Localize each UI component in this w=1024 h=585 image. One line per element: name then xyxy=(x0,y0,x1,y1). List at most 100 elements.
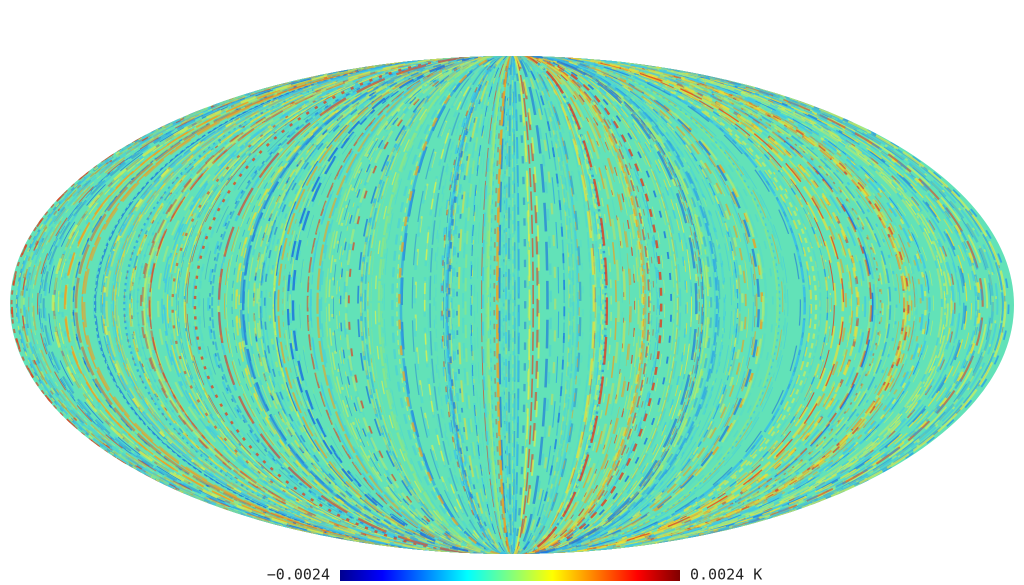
texture-stripe xyxy=(511,56,784,554)
texture-stripe xyxy=(470,56,513,554)
texture-stripe xyxy=(511,56,704,554)
texture-stripe xyxy=(511,56,879,554)
texture-stripe xyxy=(511,56,768,554)
texture-stripe xyxy=(444,56,513,554)
texture-stripe xyxy=(511,56,943,554)
texture-stripe xyxy=(364,56,513,554)
texture-stripe xyxy=(511,56,624,554)
texture-stripe xyxy=(507,56,513,554)
texture-stripe xyxy=(333,56,513,554)
texture-stripe xyxy=(70,56,513,554)
texture-stripe xyxy=(511,56,916,554)
texture-stripe xyxy=(511,56,787,554)
texture-stripe xyxy=(39,56,513,554)
texture-stripe xyxy=(511,56,574,554)
colorbar xyxy=(340,570,680,581)
texture-stripe xyxy=(246,56,513,554)
texture-stripe xyxy=(511,56,580,554)
texture-stripe xyxy=(399,56,513,554)
texture-stripe xyxy=(411,56,513,554)
texture-stripe xyxy=(51,56,513,554)
texture-stripe xyxy=(38,56,513,554)
texture-stripe xyxy=(177,56,513,554)
texture-stripe xyxy=(511,56,627,554)
texture-stripe xyxy=(511,56,907,554)
texture-stripe xyxy=(511,56,958,554)
texture-stripe xyxy=(511,56,557,554)
texture-stripe xyxy=(81,56,513,554)
texture-stripe xyxy=(511,56,883,554)
texture-stripe xyxy=(511,56,682,554)
texture-stripe xyxy=(511,56,747,554)
texture-stripe xyxy=(383,56,513,554)
texture-stripe xyxy=(493,56,513,554)
texture-stripe xyxy=(309,56,513,554)
texture-stripe xyxy=(331,56,513,554)
texture-stripe xyxy=(511,56,860,554)
texture-stripe xyxy=(435,56,513,554)
texture-stripe xyxy=(300,56,513,554)
texture-stripe xyxy=(511,56,650,554)
texture-stripe xyxy=(31,56,513,554)
texture-stripe xyxy=(338,56,513,554)
texture-stripe xyxy=(511,56,876,554)
texture-stripe xyxy=(37,56,513,554)
texture-stripe xyxy=(511,56,600,554)
texture-stripe xyxy=(193,56,513,554)
texture-stripe xyxy=(511,56,874,554)
texture-stripe xyxy=(511,56,572,554)
texture-stripe xyxy=(93,56,513,554)
texture-stripe xyxy=(253,56,513,554)
texture-stripe xyxy=(511,56,661,554)
texture-stripe xyxy=(38,56,513,554)
texture-stripe xyxy=(511,56,976,554)
texture-stripe xyxy=(446,56,513,554)
texture-stripe xyxy=(511,56,663,554)
texture-stripe xyxy=(139,56,513,554)
texture-stripe xyxy=(38,56,513,554)
texture-stripe xyxy=(511,56,990,554)
texture-stripe xyxy=(511,56,739,554)
texture-stripe xyxy=(511,56,907,554)
texture-stripe xyxy=(511,56,665,554)
texture-stripe xyxy=(511,56,707,554)
texture-stripe xyxy=(511,56,655,554)
texture-stripe xyxy=(183,56,513,554)
texture-stripe xyxy=(162,56,513,554)
texture-stripe xyxy=(253,56,513,554)
texture-stripe xyxy=(364,56,513,554)
texture-stripe xyxy=(347,56,513,554)
texture-stripe xyxy=(457,56,513,554)
texture-stripe xyxy=(508,56,513,554)
texture-stripe xyxy=(263,56,513,554)
texture-stripe xyxy=(511,56,758,554)
texture-stripe xyxy=(511,56,713,554)
texture-stripe xyxy=(511,56,884,554)
texture-stripe xyxy=(136,56,513,554)
texture-stripe xyxy=(429,56,513,554)
texture-stripe xyxy=(100,56,513,554)
texture-stripe xyxy=(511,56,679,554)
texture-stripe xyxy=(343,56,513,554)
texture-stripe xyxy=(511,56,994,554)
texture-stripe xyxy=(511,56,527,554)
texture-stripe xyxy=(511,56,630,554)
texture-stripe xyxy=(129,56,513,554)
texture-stripe xyxy=(511,56,931,554)
texture-stripe xyxy=(511,56,704,554)
texture-stripe xyxy=(511,56,845,554)
texture-stripe xyxy=(505,56,513,554)
texture-stripe xyxy=(168,56,513,554)
texture-stripe xyxy=(511,56,604,554)
texture-stripe xyxy=(471,56,513,554)
texture-stripe xyxy=(15,56,513,554)
texture-stripe xyxy=(511,56,658,554)
texture-stripe xyxy=(511,56,644,554)
texture-stripe xyxy=(231,56,513,554)
texture-stripe xyxy=(464,56,513,554)
texture-stripe xyxy=(396,56,513,554)
texture-stripe xyxy=(511,56,898,554)
texture-stripe xyxy=(511,56,951,554)
texture-stripe xyxy=(441,56,513,554)
texture-stripe xyxy=(146,56,513,554)
